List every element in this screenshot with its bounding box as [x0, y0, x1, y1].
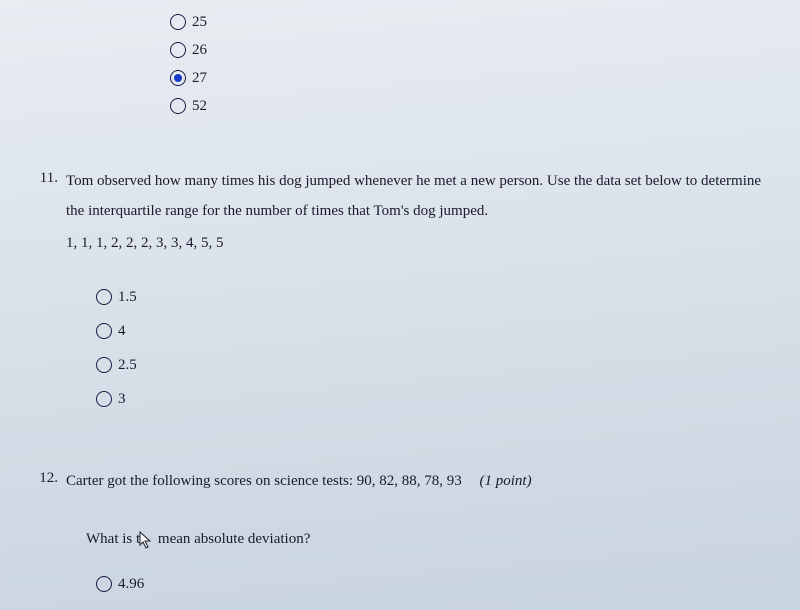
- radio-icon: [96, 289, 112, 305]
- option-row[interactable]: 1.5: [96, 282, 780, 312]
- question-12: 12. Carter got the following scores on s…: [20, 466, 780, 554]
- radio-icon: [170, 42, 186, 58]
- option-row[interactable]: 4.96: [96, 572, 780, 596]
- radio-icon-selected: [170, 70, 186, 86]
- option-row[interactable]: 52: [170, 94, 780, 118]
- option-row[interactable]: 4: [96, 316, 780, 346]
- subprompt-post: mean absolute deviation?: [154, 531, 310, 547]
- option-label: 1.5: [118, 282, 137, 312]
- option-label: 27: [192, 66, 207, 90]
- radio-icon: [170, 98, 186, 114]
- option-row[interactable]: 27: [170, 66, 780, 90]
- option-label: 2.5: [118, 350, 137, 380]
- quiz-page: 25 26 27 52 11. Tom observed how many ti…: [0, 10, 800, 596]
- question-body: Carter got the following scores on scien…: [66, 466, 780, 554]
- radio-icon: [96, 323, 112, 339]
- radio-icon: [96, 576, 112, 592]
- option-label: 25: [192, 10, 207, 34]
- option-label: 4: [118, 316, 126, 346]
- q10-options: 25 26 27 52: [170, 10, 780, 118]
- question-subprompt: What is t mean absolute deviation?: [86, 524, 780, 554]
- question-points: (1 point): [480, 473, 532, 489]
- q11-options: 1.5 4 2.5 3: [96, 282, 780, 414]
- question-number: 11.: [20, 166, 66, 418]
- radio-icon: [96, 391, 112, 407]
- question-prompt: Carter got the following scores on scien…: [66, 473, 462, 489]
- question-number: 12.: [20, 466, 66, 554]
- question-body: Tom observed how many times his dog jump…: [66, 166, 780, 418]
- option-row[interactable]: 25: [170, 10, 780, 34]
- subprompt-pre: What is t: [86, 531, 140, 547]
- cursor-icon: [140, 532, 154, 548]
- option-row[interactable]: 3: [96, 384, 780, 414]
- radio-icon: [170, 14, 186, 30]
- option-label: 4.96: [118, 572, 144, 596]
- q12-options: 4.96: [96, 572, 780, 596]
- radio-icon: [96, 357, 112, 373]
- question-prompt: Tom observed how many times his dog jump…: [66, 173, 761, 219]
- question-data: 1, 1, 1, 2, 2, 2, 3, 3, 4, 5, 5: [66, 228, 780, 258]
- option-row[interactable]: 2.5: [96, 350, 780, 380]
- option-row[interactable]: 26: [170, 38, 780, 62]
- option-label: 26: [192, 38, 207, 62]
- question-11: 11. Tom observed how many times his dog …: [20, 166, 780, 418]
- option-label: 3: [118, 384, 126, 414]
- option-label: 52: [192, 94, 207, 118]
